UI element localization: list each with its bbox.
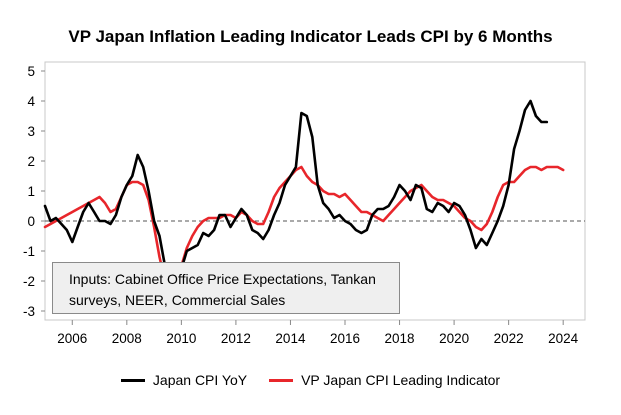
- y-tick-label: -1: [23, 244, 35, 259]
- x-tick-label: 2014: [275, 331, 306, 346]
- x-tick-label: 2016: [330, 331, 360, 346]
- legend-label-leading-indicator: VP Japan CPI Leading Indicator: [301, 372, 501, 388]
- inputs-note: Inputs: Cabinet Office Price Expectation…: [52, 262, 400, 314]
- x-tick-label: 2018: [385, 331, 415, 346]
- y-tick-label: 1: [27, 184, 35, 199]
- legend-item-leading-indicator: VP Japan CPI Leading Indicator: [269, 372, 500, 388]
- legend-swatch-cpi: [120, 378, 145, 382]
- x-tick-label: 2012: [221, 331, 251, 346]
- x-tick-label: 2022: [494, 331, 524, 346]
- y-tick-label: 0: [27, 214, 35, 229]
- y-tick-label: 5: [27, 64, 35, 79]
- x-tick-label: 2008: [112, 331, 142, 346]
- legend-swatch-leading-indicator: [269, 378, 294, 382]
- x-tick-label: 2010: [166, 331, 196, 346]
- chart-title: VP Japan Inflation Leading Indicator Lea…: [68, 27, 553, 46]
- x-tick-label: 2006: [57, 331, 87, 346]
- y-tick-label: -2: [23, 274, 35, 289]
- y-tick-label: 4: [27, 94, 35, 109]
- legend-label-cpi: Japan CPI YoY: [152, 372, 248, 388]
- series-line-leading-indicator: [43, 165, 565, 295]
- series-lines: [43, 99, 565, 298]
- legend: Japan CPI YoY VP Japan CPI Leading Indic…: [0, 372, 621, 388]
- y-tick-label: -3: [23, 304, 35, 319]
- x-tick-label: 2024: [548, 331, 579, 346]
- axes: -3 -2 -1 0 1 2 3 4 5 2006 2008 2010 2012 2014 2016 2018…: [23, 61, 586, 346]
- legend-item-cpi: Japan CPI YoY: [120, 372, 248, 388]
- x-tick-label: 2020: [439, 331, 469, 346]
- y-tick-label: 3: [27, 124, 35, 139]
- y-tick-label: 2: [27, 154, 35, 169]
- series-line-cpi: [43, 99, 549, 298]
